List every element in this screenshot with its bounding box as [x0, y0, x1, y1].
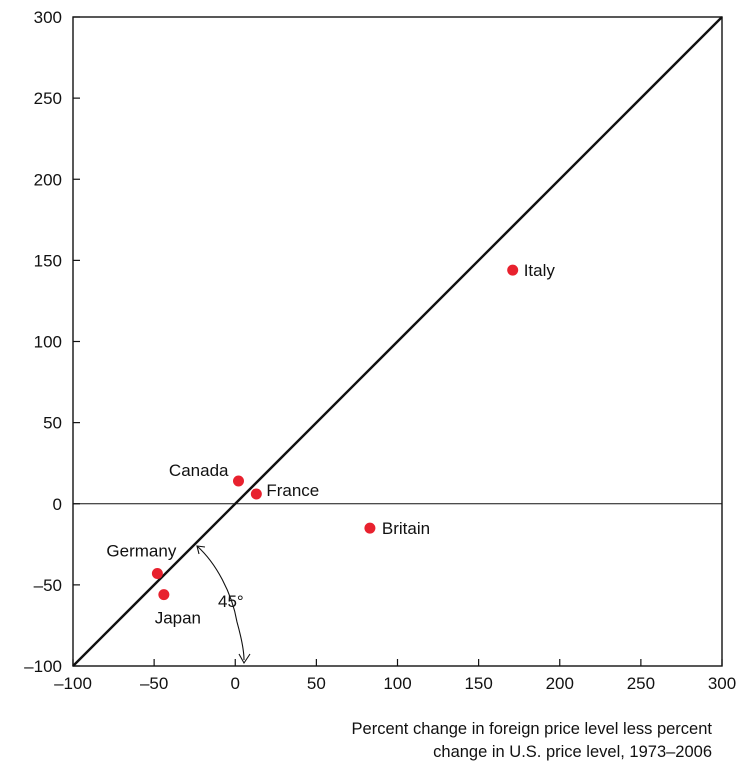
y-tick-label: 250: [34, 89, 62, 108]
x-axis-label-line-1: Percent change in foreign price level le…: [352, 720, 713, 738]
x-axis-label-line-2: change in U.S. price level, 1973–2006: [433, 743, 712, 761]
data-point-france: [250, 488, 262, 500]
point-label-japan: Japan: [155, 609, 201, 628]
data-point-japan: [158, 589, 170, 601]
angle-annotation: 45°: [196, 545, 251, 665]
y-tick-labels: –100 –50 0 50 100 150 200 250 300: [24, 8, 62, 676]
y-tick-label: 150: [34, 251, 62, 270]
data-point-canada: [232, 475, 244, 487]
data-point-britain: [364, 522, 376, 534]
point-label-italy: Italy: [524, 261, 556, 280]
arrowhead-upper: [196, 545, 206, 555]
x-tick-label: 200: [546, 674, 574, 693]
x-tick-label: 100: [383, 674, 411, 693]
x-tick-label: 0: [231, 674, 240, 693]
y-tick-label: 0: [53, 495, 62, 514]
point-label-canada: Canada: [169, 461, 229, 480]
forty-five-degree-line: [72, 16, 723, 667]
y-tick-label: –100: [24, 657, 62, 676]
x-tick-label: 300: [708, 674, 736, 693]
point-label-germany: Germany: [106, 542, 176, 561]
point-label-france: France: [266, 481, 319, 500]
data-point-germany: [151, 568, 163, 580]
y-tick-label: 200: [34, 170, 62, 189]
y-tick-label: 100: [34, 333, 62, 352]
y-tick-label: 50: [43, 414, 62, 433]
point-label-britain: Britain: [382, 519, 430, 538]
data-points: Italy Canada France Britain Germany Japan: [106, 261, 555, 628]
arrowhead-lower: [238, 653, 251, 665]
x-tick-label: –50: [140, 674, 168, 693]
x-tick-label: 250: [627, 674, 655, 693]
x-tick-labels: –100 –50 0 50 100 150 200 250 300: [54, 674, 736, 693]
y-tick-label: –50: [34, 576, 62, 595]
x-tick-label: 50: [307, 674, 326, 693]
y-tick-label: 300: [34, 8, 62, 27]
angle-arc: [196, 545, 245, 661]
data-point-italy: [507, 264, 519, 276]
x-tick-label: –100: [54, 674, 92, 693]
x-tick-label: 150: [464, 674, 492, 693]
angle-label: 45°: [218, 592, 244, 611]
